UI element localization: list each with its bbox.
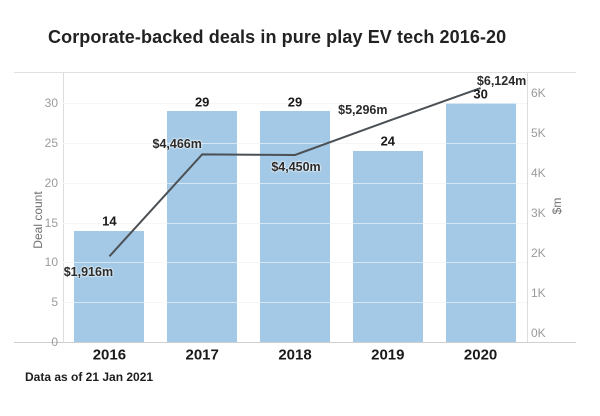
x-axis-label-2020: 2020	[463, 346, 498, 364]
left-axis-tick-label: 25	[44, 136, 58, 150]
bar-value-label: 24	[380, 133, 396, 149]
right-axis-title: $m	[550, 197, 564, 215]
right-axis-tick-label: 0K	[531, 326, 546, 340]
left-axis-tick-label: 30	[44, 96, 58, 111]
x-axis-label-2016: 2016	[92, 346, 127, 364]
plot-top-border	[14, 72, 576, 73]
gridline-overlay	[63, 182, 527, 184]
left-axis-title: Deal count	[31, 191, 45, 249]
right-axis-tick-label: 3K	[531, 206, 546, 220]
bar-2016	[74, 230, 145, 342]
plot-left-border	[63, 72, 64, 342]
bar-2018	[260, 111, 330, 342]
x-axis-label-2018: 2018	[278, 346, 312, 364]
right-axis-tick-label: 2K	[531, 246, 546, 260]
left-axis-tick-label: 5	[51, 295, 58, 310]
line-point-label: $1,916m	[63, 265, 114, 280]
bar-value-label: 30	[473, 86, 488, 102]
bar-value-label: 29	[287, 94, 303, 110]
left-axis-tick-label: 10	[44, 255, 58, 270]
line-point-label: $5,296m	[338, 103, 388, 118]
gridline-overlay	[63, 222, 527, 224]
left-axis-tick-label: 20	[44, 175, 58, 190]
gridline-overlay	[63, 302, 527, 304]
right-axis-tick-label: 6K	[531, 86, 546, 100]
left-axis-tick-label: 0	[51, 335, 58, 349]
line-point-label: $4,450m	[271, 160, 321, 174]
bar-value-label: 29	[194, 94, 210, 110]
line-point-label: $4,466m	[152, 137, 202, 152]
line-point-label: $6,124m	[476, 74, 527, 89]
gridline-overlay	[63, 143, 527, 144]
bar-2019	[352, 150, 423, 342]
bar-value-label: 14	[102, 213, 117, 229]
right-axis-tick-label: 5K	[531, 126, 546, 140]
right-axis-tick-label: 1K	[531, 286, 546, 300]
plot-right-border	[527, 72, 528, 342]
x-axis-label-2019: 2019	[371, 346, 405, 364]
x-axis-label-2017: 2017	[185, 346, 219, 364]
gridline-overlay	[63, 262, 527, 264]
chart-title: Corporate-backed deals in pure play EV t…	[48, 27, 507, 47]
footnote: Data as of 21 Jan 2021	[25, 370, 154, 384]
right-axis-tick-label: 4K	[531, 166, 546, 180]
left-axis-tick-label: 15	[44, 215, 58, 230]
x-axis-line	[14, 342, 576, 343]
